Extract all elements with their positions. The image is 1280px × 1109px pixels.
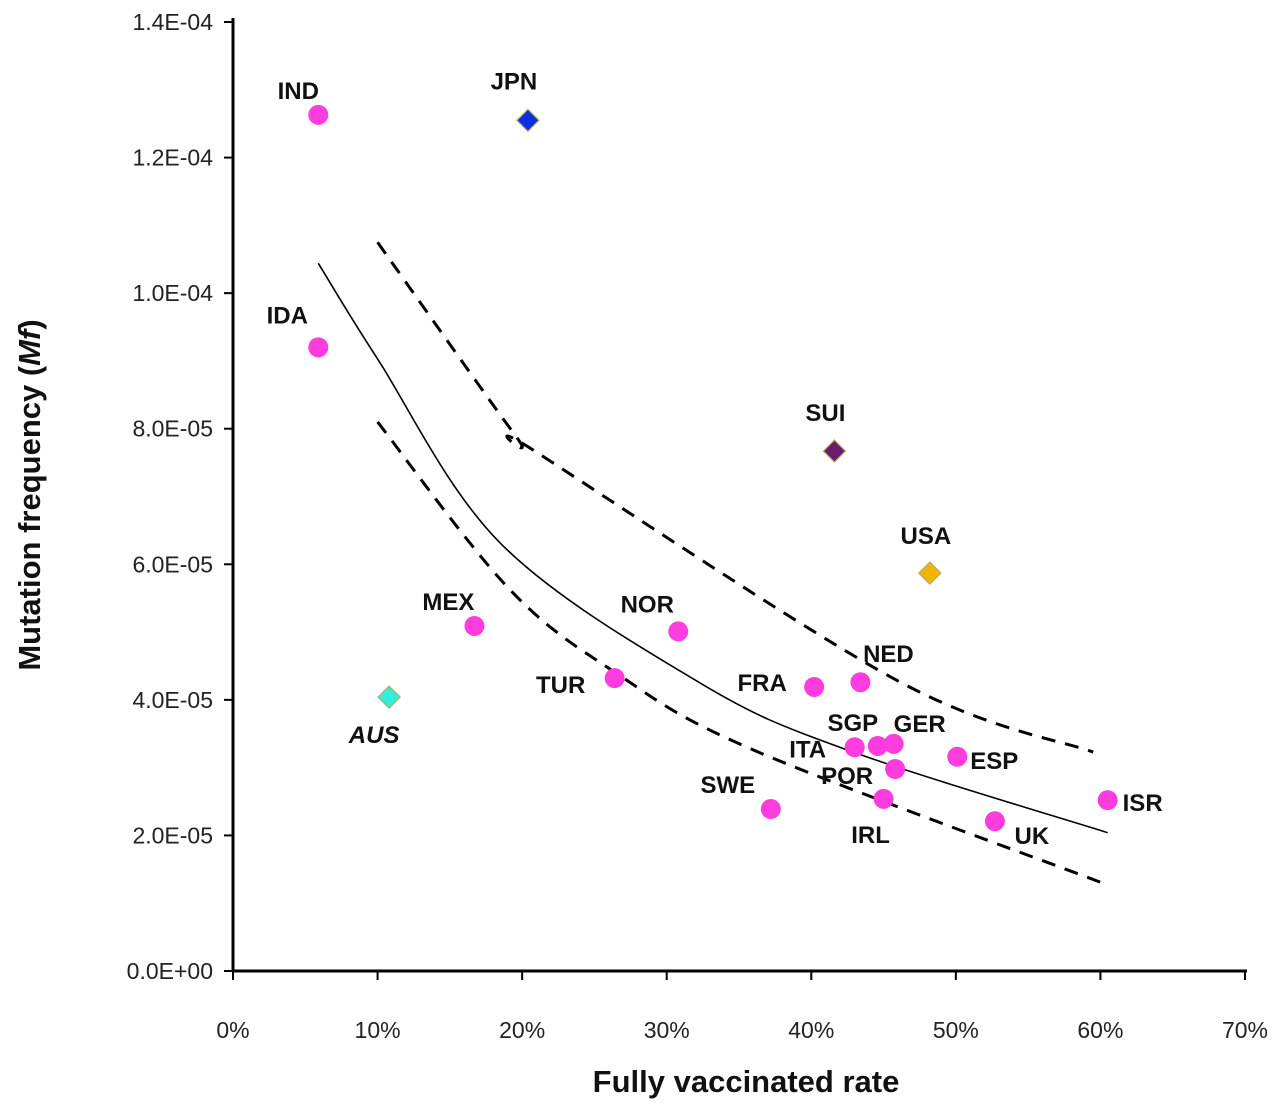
x-tick-label: 20% xyxy=(499,1017,545,1043)
label-por: POR xyxy=(821,763,873,790)
label-ger: GER xyxy=(894,711,946,738)
y-tick-label: 2.0E-05 xyxy=(132,822,213,848)
point-mex xyxy=(464,615,485,636)
x-tick-label: 70% xyxy=(1222,1017,1268,1043)
label-jpn: JPN xyxy=(491,68,538,95)
y-tick-label: 1.4E-04 xyxy=(132,9,213,35)
label-esp: ESP xyxy=(970,748,1018,775)
label-mex: MEX xyxy=(422,589,474,616)
point-ned xyxy=(850,672,871,693)
label-ned: NED xyxy=(863,641,914,668)
label-irl: IRL xyxy=(851,822,890,849)
y-tick-label: 4.0E-05 xyxy=(132,687,213,713)
point-ger xyxy=(883,733,904,754)
point-sui xyxy=(822,439,847,463)
point-esp xyxy=(947,746,968,767)
x-tick-label: 30% xyxy=(644,1017,690,1043)
label-sui: SUI xyxy=(805,400,845,427)
label-isr: ISR xyxy=(1123,790,1163,817)
fit-curves xyxy=(317,241,1108,884)
data-points xyxy=(308,104,1118,832)
point-ind xyxy=(308,104,329,125)
point-aus xyxy=(377,685,401,709)
label-ida: IDA xyxy=(267,302,308,329)
label-fra: FRA xyxy=(738,670,787,697)
y-tick-label: 1.2E-04 xyxy=(132,145,213,171)
y-tick-label: 1.0E-04 xyxy=(132,280,213,306)
y-tick-label: 0.0E+00 xyxy=(127,958,213,984)
upper-confidence-band xyxy=(376,241,1094,754)
ticks: 0% 10% 20% 30% 40% 50% 60% 70% 0.0E+00 2.0E-05 4.0… xyxy=(127,9,1268,1043)
x-tick-label: 60% xyxy=(1077,1017,1123,1043)
label-ind: IND xyxy=(278,78,319,105)
label-uk: UK xyxy=(1015,823,1050,850)
y-axis-title-italic: Mf xyxy=(12,327,47,366)
label-tur: TUR xyxy=(536,672,585,699)
x-tick-label: 40% xyxy=(788,1017,834,1043)
point-ita xyxy=(844,737,865,758)
point-nor xyxy=(668,621,689,642)
point-swe xyxy=(760,798,781,819)
point-tur xyxy=(604,668,625,689)
x-tick-label: 0% xyxy=(216,1017,249,1043)
x-axis-title: Fully vaccinated rate xyxy=(593,1064,900,1099)
point-isr xyxy=(1097,790,1118,811)
axes xyxy=(231,18,1247,973)
point-usa xyxy=(917,561,942,585)
y-tick-label: 6.0E-05 xyxy=(132,551,213,577)
point-uk xyxy=(984,811,1005,832)
y-tick-label: 8.0E-05 xyxy=(132,416,213,442)
point-irl xyxy=(873,788,894,809)
label-usa: USA xyxy=(900,523,951,550)
y-axis-title-main: Mutation frequency ( xyxy=(12,365,47,671)
label-swe: SWE xyxy=(700,772,755,799)
x-tick-label: 50% xyxy=(933,1017,979,1043)
y-axis-title: Mutation frequency (Mf) xyxy=(12,319,47,670)
x-tick-label: 10% xyxy=(355,1017,401,1043)
label-nor: NOR xyxy=(621,591,674,618)
point-fra xyxy=(804,676,825,697)
point-ida xyxy=(308,337,329,358)
fit-curve xyxy=(317,262,1108,834)
point-por xyxy=(885,758,906,779)
point-sgp xyxy=(867,735,888,756)
point-jpn xyxy=(516,108,540,133)
label-aus: AUS xyxy=(348,722,400,749)
lower-confidence-band xyxy=(376,421,1101,884)
y-axis-title-close: ) xyxy=(12,319,47,329)
label-ita: ITA xyxy=(789,736,826,763)
label-sgp: SGP xyxy=(827,710,878,737)
